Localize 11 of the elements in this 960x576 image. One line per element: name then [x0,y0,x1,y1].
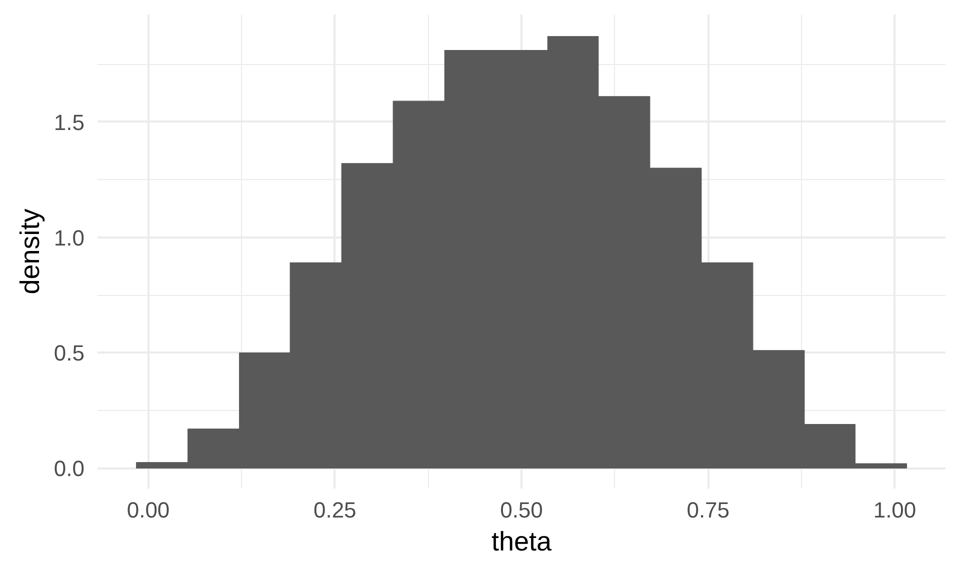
y-tick-label: 1.0 [54,225,85,250]
x-tick-label: 0.00 [126,498,170,522]
x-tick-label: 0.75 [686,498,730,522]
y-tick-label: 0.0 [54,456,85,482]
y-axis-title: density [14,208,45,294]
x-tick-label: 1.00 [873,498,916,522]
x-tick-label: 0.50 [500,498,543,522]
y-tick-label: 1.5 [54,110,85,135]
x-tick-label: 0.25 [313,498,356,522]
x-axis-title: theta [491,526,553,556]
y-tick-label: 0.5 [54,340,85,366]
